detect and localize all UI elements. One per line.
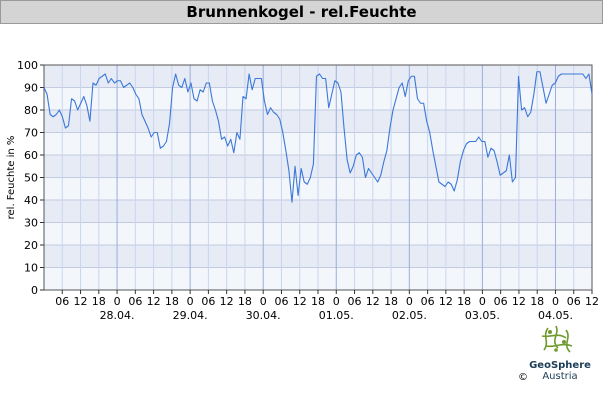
x-tick-label: 06	[201, 295, 215, 308]
x-tick-label: 0	[552, 295, 559, 308]
x-tick-label: 18	[457, 295, 471, 308]
x-tick-label: 12	[220, 295, 234, 308]
chart-title-bar: Brunnenkogel - rel.Feuchte	[0, 0, 603, 24]
logo-country: Austria	[542, 371, 578, 382]
x-tick-label: 12	[293, 295, 307, 308]
x-tick-label: 0	[260, 295, 267, 308]
x-tick-label: 18	[238, 295, 252, 308]
y-tick-label: 90	[24, 82, 38, 95]
y-tick-label: 80	[24, 104, 38, 117]
x-tick-label: 0	[333, 295, 340, 308]
x-tick-label: 06	[567, 295, 581, 308]
series-line-humidity	[43, 71, 593, 203]
chart-title: Brunnenkogel - rel.Feuchte	[186, 3, 417, 21]
x-tick-label: 18	[92, 295, 106, 308]
date-label: 28.04.	[100, 309, 135, 322]
y-axis-label: rel. Feuchte in %	[6, 136, 17, 220]
y-tick-label: 60	[24, 149, 38, 162]
x-tick-label: 12	[147, 295, 161, 308]
x-tick-label: 0	[479, 295, 486, 308]
date-label: 29.04.	[173, 309, 208, 322]
x-tick-label: 12	[585, 295, 599, 308]
x-tick-label: 0	[187, 295, 194, 308]
date-label: 30.04.	[246, 309, 281, 322]
date-label: 03.05.	[465, 309, 500, 322]
x-tick-label: 18	[311, 295, 325, 308]
y-tick-label: 0	[31, 284, 38, 297]
y-tick-label: 50	[24, 172, 38, 185]
date-label: 04.05.	[538, 309, 573, 322]
y-tick-label: 20	[24, 239, 38, 252]
x-tick-label: 06	[348, 295, 362, 308]
x-tick-label: 18	[384, 295, 398, 308]
x-tick-label: 06	[494, 295, 508, 308]
x-tick-label: 06	[421, 295, 435, 308]
x-tick-label: 18	[530, 295, 544, 308]
x-tick-label: 0	[406, 295, 413, 308]
date-label: 01.05.	[319, 309, 354, 322]
copyright-symbol: ©	[518, 372, 528, 383]
x-tick-label: 12	[74, 295, 88, 308]
y-tick-label: 100	[17, 59, 38, 72]
y-tick-label: 40	[24, 194, 38, 207]
x-tick-label: 06	[128, 295, 142, 308]
x-tick-label: 18	[165, 295, 179, 308]
y-tick-label: 30	[24, 217, 38, 230]
y-tick-label: 10	[24, 262, 38, 275]
geosphere-logo-icon	[541, 325, 573, 353]
logo-brand: GeoSphere	[529, 360, 591, 371]
x-tick-label: 06	[55, 295, 69, 308]
geosphere-logo-text: GeoSphere Austria	[520, 360, 600, 382]
date-label: 02.05.	[392, 309, 427, 322]
x-tick-label: 0	[114, 295, 121, 308]
x-tick-label: 06	[274, 295, 288, 308]
y-tick-label: 70	[24, 127, 38, 140]
x-tick-label: 12	[512, 295, 526, 308]
x-tick-label: 12	[366, 295, 380, 308]
x-tick-label: 12	[439, 295, 453, 308]
